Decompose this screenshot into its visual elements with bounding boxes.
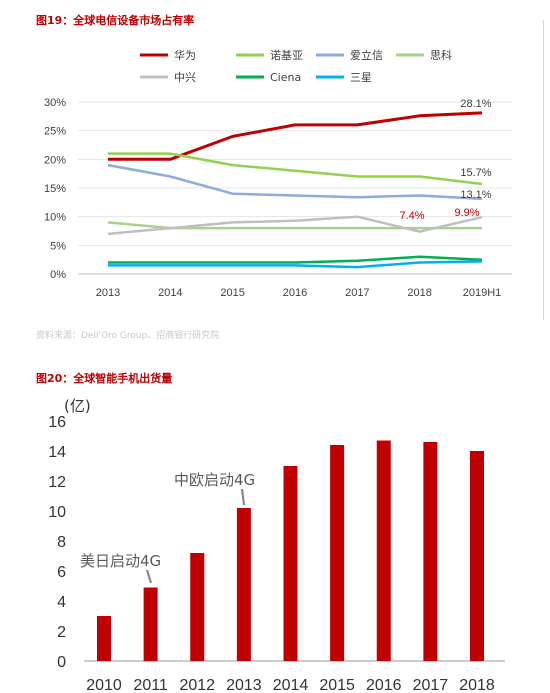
data-label: 28.1%: [460, 98, 491, 110]
x-tick-label: 2018: [407, 287, 431, 299]
bar: [97, 616, 111, 661]
y-tick-label: 16: [48, 414, 66, 431]
bar: [423, 442, 438, 661]
annotation-label: 中欧启动4G: [174, 471, 255, 489]
x-tick-label: 2019H1: [463, 287, 502, 299]
x-tick-label: 2015: [319, 677, 355, 693]
series-line: [108, 260, 483, 269]
legend-label: 爱立信: [350, 48, 383, 62]
series-line: [108, 255, 483, 264]
y-tick-label: 20%: [44, 154, 66, 166]
y-tick-label: 12: [48, 474, 66, 491]
y-tick-label: 30%: [44, 97, 66, 109]
x-tick-label: 2013: [96, 287, 120, 299]
y-tick-label: 10: [48, 504, 66, 521]
y-tick-label: 25%: [44, 126, 66, 138]
bar: [330, 445, 345, 661]
x-tick-label: 2017: [413, 677, 449, 693]
bar: [190, 553, 205, 661]
data-label: 15.7%: [460, 167, 491, 179]
bar: [143, 587, 158, 661]
annotation-label: 美日启动4G: [80, 552, 161, 570]
x-tick-label: 2015: [220, 287, 244, 299]
legend-label: 中兴: [174, 71, 196, 84]
x-tick-label: 2012: [179, 677, 215, 693]
annotation-pointer: [146, 569, 152, 584]
y-tick-label: 6: [57, 564, 66, 581]
y-tick-label: 0%: [50, 269, 66, 281]
x-tick-label: 2013: [226, 677, 262, 693]
series-line: [108, 111, 483, 161]
series-line: [108, 152, 483, 186]
y-tick-label: 8: [57, 534, 66, 551]
annotation-pointer: [241, 488, 245, 506]
series-line: [107, 215, 483, 236]
bar: [236, 508, 251, 661]
x-tick-label: 2016: [366, 677, 402, 693]
x-tick-label: 2018: [459, 677, 495, 693]
legend-label: 诺基亚: [270, 49, 303, 62]
data-label: 9.9%: [454, 207, 479, 219]
legend-label: 思科: [430, 48, 452, 62]
y-tick-label: 10%: [44, 212, 66, 224]
y-tick-label: 15%: [44, 183, 66, 195]
x-tick-label: 2016: [283, 287, 307, 299]
market-share-line-chart: 0% 5% 10% 15% 20% 25% 30% 2013 2014 2015 2016 2017 2…: [44, 48, 512, 299]
data-label: 7.4%: [399, 210, 424, 222]
x-tick-label: 2011: [133, 677, 168, 693]
x-tick-label: 2010: [86, 677, 122, 693]
x-tick-label: 2014: [158, 287, 182, 299]
y-axis-unit: (亿): [64, 397, 91, 415]
data-label: 13.1%: [460, 189, 491, 201]
x-tick-label: 2017: [345, 287, 369, 299]
y-tick-label: 2: [57, 624, 66, 641]
right-divider: [543, 20, 544, 320]
x-tick-label: 2014: [273, 677, 309, 693]
chart1-title: 图19：全球电信设备市场占有率: [36, 14, 195, 27]
series-line: [107, 163, 483, 201]
source-note: 资料来源：Dell'Oro Group、招商银行研究院: [36, 331, 220, 341]
bar: [283, 466, 298, 661]
legend-label: 华为: [174, 48, 196, 62]
bar: [470, 451, 484, 661]
y-tick-label: 5%: [50, 240, 66, 252]
y-tick-label: 4: [57, 594, 66, 611]
legend-label: Ciena: [270, 71, 301, 84]
y-tick-label: 0: [57, 654, 66, 671]
bar: [376, 440, 391, 661]
legend-label: 三星: [350, 71, 372, 84]
y-tick-label: 14: [48, 444, 66, 461]
chart2-title: 图20：全球智能手机出货量: [36, 372, 173, 385]
